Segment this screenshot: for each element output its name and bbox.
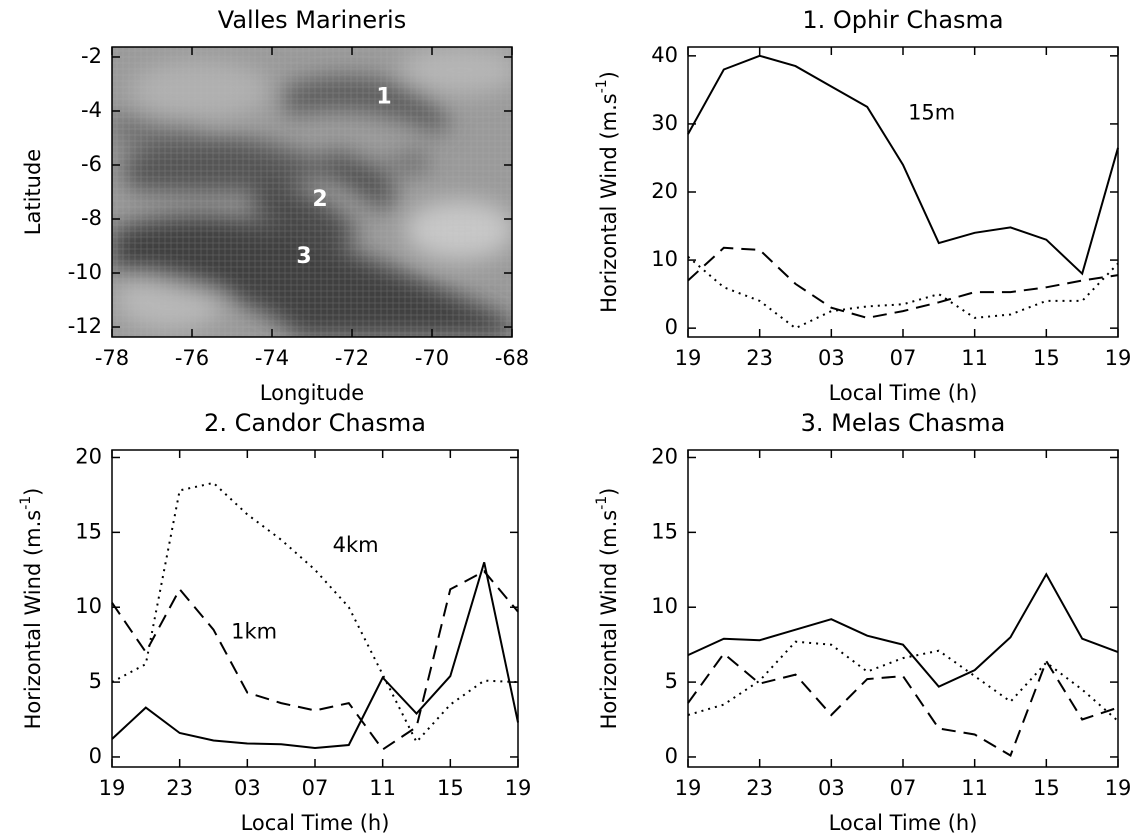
site-label: 2	[312, 187, 327, 212]
x-tick-label: 23	[746, 346, 773, 370]
x-axis-label: Longitude	[260, 381, 364, 405]
plot-frame	[687, 449, 1119, 768]
y-tick-label: 5	[89, 669, 102, 693]
x-tick-label: 07	[890, 346, 917, 370]
y-tick-label: 15	[651, 519, 678, 543]
series-line	[687, 640, 1119, 722]
x-tick-label: 07	[302, 776, 329, 800]
y-axis-label: Horizontal Wind (m.s-1)	[594, 488, 621, 730]
y-axis-label-text: Horizontal Wind (m.s	[597, 510, 621, 730]
line-annotation: 1km	[231, 620, 277, 644]
y-tick-label: 10	[651, 594, 678, 618]
x-tick-label: -70	[415, 346, 449, 370]
y-tick-label: 5	[665, 669, 678, 693]
y-axis-label-end: )	[597, 488, 621, 496]
x-tick-label: 23	[746, 776, 773, 800]
series-line	[687, 652, 1119, 757]
x-tick-label: 19	[675, 776, 702, 800]
x-tick-label: 23	[166, 776, 193, 800]
y-tick-label: 30	[651, 111, 678, 135]
series-line	[111, 562, 519, 750]
y-axis-label-text: Horizontal Wind (m.s	[597, 93, 621, 313]
x-tick-label: 11	[961, 776, 988, 800]
x-tick-label: 11	[961, 346, 988, 370]
x-tick-label: 19	[675, 346, 702, 370]
y-tick-label: 15	[75, 519, 102, 543]
site-label: 1	[376, 84, 391, 109]
series-line	[687, 255, 1119, 330]
line-annotation: 4km	[333, 533, 379, 557]
y-tick-label: 20	[651, 444, 678, 468]
y-tick-label: 20	[75, 444, 102, 468]
x-tick-label: 19	[1105, 776, 1132, 800]
y-axis-label-text: Horizontal Wind (m.s	[21, 510, 45, 730]
x-tick-label: -78	[95, 346, 129, 370]
x-tick-label: 15	[1033, 776, 1060, 800]
x-axis-label: Local Time (h)	[241, 811, 390, 835]
x-tick-label: 03	[818, 346, 845, 370]
series-line	[111, 570, 519, 751]
x-tick-label: 11	[369, 776, 396, 800]
x-tick-label: 07	[890, 776, 917, 800]
chart-title: 3. Melas Chasma	[801, 409, 1006, 437]
y-axis-label: Latitude	[21, 149, 45, 235]
y-tick-label: -10	[68, 260, 102, 284]
y-tick-label: -4	[81, 98, 102, 122]
y-axis-label-text: Latitude	[21, 149, 45, 235]
x-tick-label: 03	[818, 776, 845, 800]
y-tick-label: 0	[665, 315, 678, 339]
series-line	[687, 572, 1119, 688]
x-tick-label: 19	[99, 776, 126, 800]
y-axis-label-sup: -1	[18, 496, 34, 510]
plot-frame	[687, 46, 1119, 338]
x-axis-label: Local Time (h)	[829, 381, 978, 405]
x-tick-label: 15	[1033, 346, 1060, 370]
y-axis-label-end: )	[597, 71, 621, 79]
y-tick-label: 0	[89, 744, 102, 768]
y-axis-label: Horizontal Wind (m.s-1)	[18, 488, 45, 730]
x-tick-label: -72	[335, 346, 369, 370]
line-annotation: 15m	[908, 101, 955, 125]
y-tick-label: -6	[81, 152, 102, 176]
y-tick-label: 10	[75, 594, 102, 618]
chart-title: 1. Ophir Chasma	[802, 6, 1003, 34]
topography	[112, 47, 512, 337]
y-axis-label: Horizontal Wind (m.s-1)	[594, 71, 621, 313]
y-axis-label-end: )	[21, 488, 45, 496]
x-tick-label: -74	[255, 346, 289, 370]
x-axis-label: Local Time (h)	[829, 811, 978, 835]
plot-frame	[111, 46, 513, 338]
y-tick-label: -8	[81, 206, 102, 230]
y-tick-label: 20	[651, 179, 678, 203]
x-tick-label: 03	[234, 776, 261, 800]
x-tick-label: 19	[505, 776, 532, 800]
x-tick-label: -76	[175, 346, 209, 370]
x-tick-label: 19	[1105, 346, 1132, 370]
series-line	[687, 54, 1119, 276]
y-tick-label: 40	[651, 43, 678, 67]
y-tick-label: 0	[665, 744, 678, 768]
site-label: 3	[296, 244, 311, 269]
series-line	[687, 246, 1119, 319]
y-tick-label: -2	[81, 44, 102, 68]
y-axis-label-sup: -1	[594, 496, 610, 510]
x-tick-label: 15	[437, 776, 464, 800]
chart-title: Valles Marineris	[218, 6, 406, 34]
series-line	[111, 481, 519, 744]
y-tick-label: -12	[68, 314, 102, 338]
y-axis-label-sup: -1	[594, 79, 610, 93]
x-tick-label: -68	[495, 346, 529, 370]
y-tick-label: 10	[651, 247, 678, 271]
chart-title: 2. Candor Chasma	[204, 409, 426, 437]
plot-frame	[111, 449, 519, 768]
